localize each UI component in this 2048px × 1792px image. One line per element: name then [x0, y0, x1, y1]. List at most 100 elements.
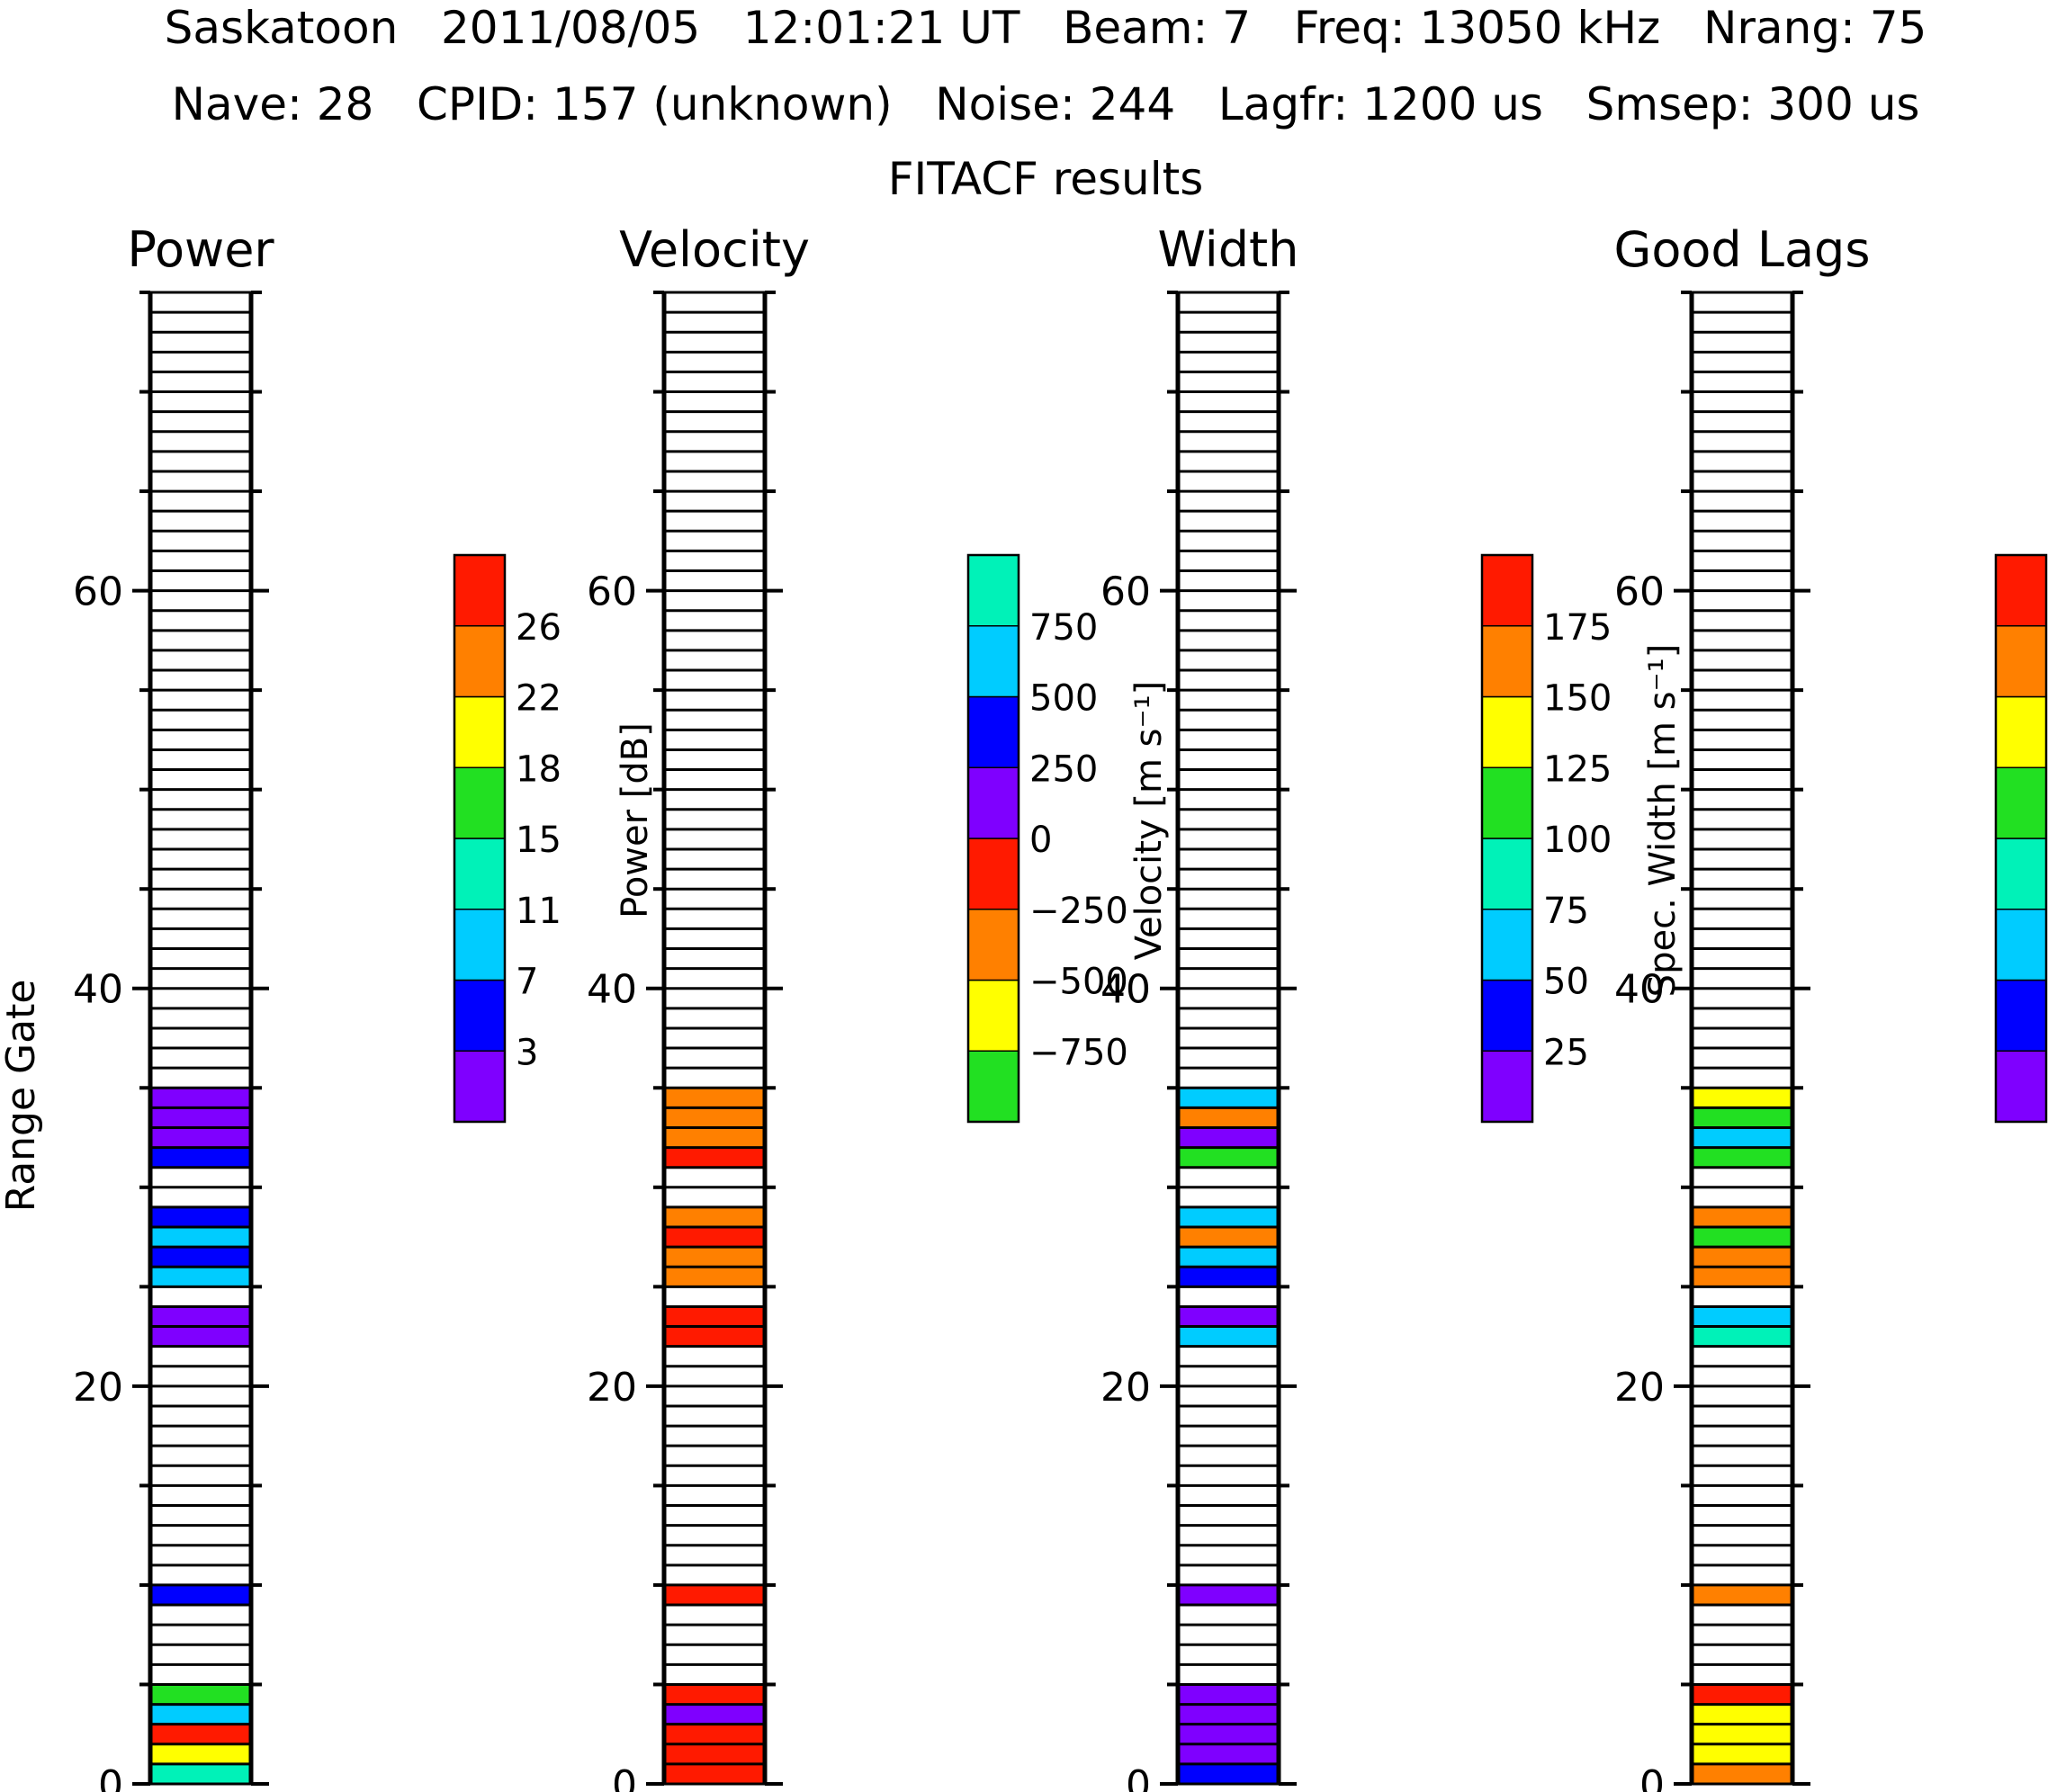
panel-3: Good Lags020406025710121517Good Lags [#] [1614, 221, 2048, 1792]
colorbar-segment [1995, 1050, 2047, 1123]
panel-title: Good Lags [1614, 221, 1871, 278]
colorbar-segment [1995, 625, 2047, 698]
y-tick-label: 60 [73, 569, 123, 615]
y-tick-label: 0 [1126, 1762, 1151, 1792]
colorbar-segment [1481, 979, 1533, 1052]
colorbar-segment [1481, 838, 1533, 910]
colorbar-segment [454, 909, 506, 981]
colorbar-segment [967, 625, 1020, 698]
range-cell [1178, 1306, 1279, 1327]
range-cell [150, 1247, 251, 1268]
colorbar-segment [454, 979, 506, 1052]
range-cell [1692, 1127, 1792, 1148]
colorbar-segment [1481, 766, 1533, 839]
colorbar-tick-label: −750 [1029, 1032, 1128, 1073]
range-cell [664, 1306, 765, 1327]
colorbar-segment [967, 838, 1020, 910]
range-cell [1178, 1267, 1279, 1287]
panel-1: Velocity 0 20 40 60 −750 −500 −250 0 250 500 750 Vel… [587, 221, 1170, 1792]
range-cell [150, 1763, 251, 1784]
colorbar-segment [1995, 838, 2047, 910]
colorbar-tick-label: 50 [1543, 962, 1589, 1003]
colorbar-segment [454, 625, 506, 698]
y-tick-label: 40 [1100, 967, 1151, 1013]
range-cell [664, 1247, 765, 1268]
colorbar-tick-label: 100 [1543, 820, 1612, 861]
panel-title: Velocity [619, 221, 810, 278]
range-cell [150, 1724, 251, 1744]
range-cell [1692, 1743, 1792, 1764]
range-cell [1692, 1306, 1792, 1327]
range-cell [1178, 1743, 1279, 1764]
range-cell [1692, 1704, 1792, 1725]
panel-title: Width [1158, 221, 1299, 278]
y-tick-label: 0 [98, 1762, 123, 1792]
colorbar-tick-label: −250 [1029, 891, 1128, 932]
range-cell [664, 1743, 765, 1764]
range-cell [1178, 1326, 1279, 1347]
range-cell [150, 1306, 251, 1327]
colorbar-tick-label: 3 [516, 1032, 538, 1073]
range-cell [150, 1743, 251, 1764]
range-cell [1178, 1684, 1279, 1705]
range-cell [1178, 1227, 1279, 1248]
colorbar-segment [967, 554, 1020, 627]
range-cell [1178, 1584, 1279, 1606]
header-line-3: FITACF results [888, 153, 1204, 205]
range-cell [664, 1107, 765, 1128]
colorbar-tick-label: 11 [516, 891, 561, 932]
range-cell [1178, 1763, 1279, 1784]
colorbar-tick-label: 7 [516, 962, 538, 1003]
range-cell [664, 1267, 765, 1287]
colorbar-segment [1481, 554, 1533, 627]
y-tick-label: 40 [587, 967, 637, 1013]
colorbar-border [1480, 553, 1534, 1124]
colorbar-segment [1995, 554, 2047, 627]
range-cell [664, 1227, 765, 1248]
y-tick-label: 60 [1614, 569, 1665, 615]
y-tick-label: 60 [587, 569, 637, 615]
colorbar-segment [454, 554, 506, 627]
range-cell [150, 1127, 251, 1148]
colorbar-tick-label: 75 [1543, 891, 1589, 932]
colorbar-segment [967, 695, 1020, 768]
range-cell [664, 1763, 765, 1784]
y-tick-label: 20 [73, 1365, 123, 1411]
range-cell [664, 1088, 765, 1108]
colorbar-border [1994, 553, 2048, 1124]
range-cell [664, 1684, 765, 1705]
colorbar-tick-label: 18 [516, 748, 561, 790]
colorbar-border [453, 553, 507, 1124]
range-cell [150, 1267, 251, 1287]
header-line-2: Nave: 28 CPID: 157 (unknown) Noise: 244 … [172, 78, 1920, 130]
range-cell [1178, 1088, 1279, 1108]
colorbar-tick-label: 22 [516, 678, 561, 720]
colorbar-tick-label: 250 [1029, 748, 1098, 790]
range-cell [150, 1227, 251, 1248]
range-cell [150, 1088, 251, 1108]
colorbar-segment [1481, 909, 1533, 981]
colorbar-border [966, 553, 1020, 1124]
range-cell [1178, 1147, 1279, 1168]
colorbar-segment [1995, 766, 2047, 839]
colorbar-segment [454, 766, 506, 839]
range-cell [664, 1584, 765, 1606]
colorbar-tick-label: 25 [1543, 1032, 1589, 1073]
y-tick-label: 0 [1639, 1762, 1665, 1792]
range-cell [1692, 1724, 1792, 1744]
colorbar-tick-label: 500 [1029, 678, 1098, 720]
range-cell [150, 1147, 251, 1168]
y-tick-label: 20 [1614, 1365, 1665, 1411]
colorbar-tick-label: 125 [1543, 748, 1612, 790]
colorbar-tick-label: −500 [1029, 962, 1128, 1003]
range-cell [1178, 1206, 1279, 1228]
colorbar-segment [1481, 1050, 1533, 1123]
colorbar-label: Spec. Width [m s⁻¹] [1642, 644, 1684, 998]
colorbar-segment [454, 695, 506, 768]
colorbar-label: Velocity [m s⁻¹] [1128, 681, 1170, 961]
y-tick-label: 40 [1614, 967, 1665, 1013]
range-cell [1692, 1206, 1792, 1228]
range-cell [1178, 1107, 1279, 1128]
colorbar-tick-label: 0 [1029, 820, 1052, 861]
